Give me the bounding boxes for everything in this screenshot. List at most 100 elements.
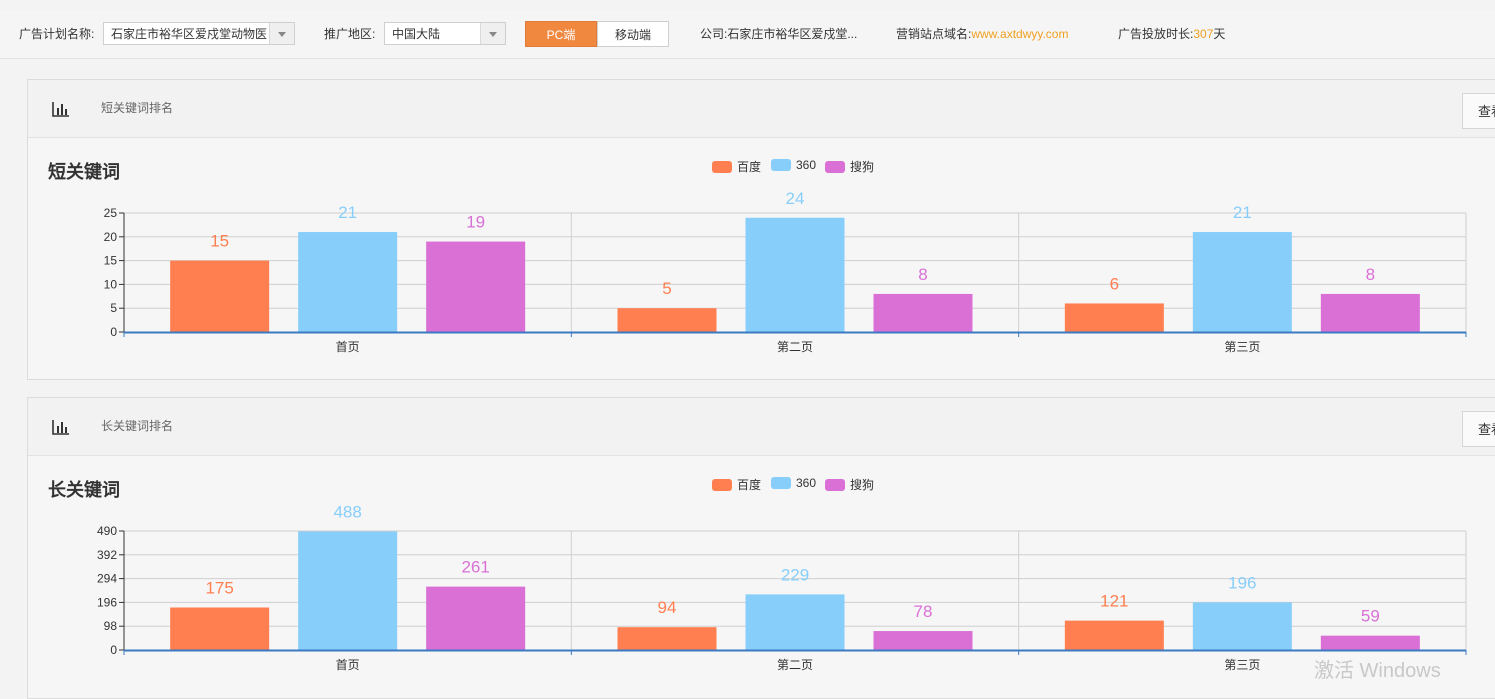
- data-label: 488: [333, 502, 361, 521]
- view-details-button[interactable]: 查看明细: [1462, 93, 1495, 129]
- duration-info: 广告投放时长:307天: [1118, 10, 1225, 58]
- bar: [617, 627, 717, 650]
- tab-pc[interactable]: PC端: [525, 21, 597, 47]
- legend-label: 360: [796, 476, 817, 490]
- plan-label: 广告计划名称:: [19, 27, 95, 41]
- bar: [298, 531, 398, 650]
- panel-subtitle: 长关键词排名: [101, 419, 174, 433]
- x-tick-label: 第二页: [777, 340, 813, 354]
- legend-item-sogou[interactable]: 搜狗: [825, 476, 874, 493]
- data-label: 24: [786, 189, 805, 208]
- legend-swatch: [712, 479, 732, 491]
- x-tick-label: 第二页: [777, 658, 813, 672]
- y-tick-label: 25: [104, 206, 118, 220]
- data-label: 6: [1110, 274, 1119, 293]
- legend-swatch: [771, 159, 791, 171]
- x-tick-label: 首页: [336, 658, 360, 672]
- domain-label: 营销站点域名:: [896, 27, 972, 41]
- data-label: 21: [1233, 203, 1252, 222]
- data-label: 5: [662, 279, 671, 298]
- y-tick-label: 0: [110, 643, 117, 657]
- short-keyword-panel: 短关键词排名 查看明细 短关键词 百度 360 搜狗 0 5 10 15 20 25 15 2…: [27, 79, 1495, 380]
- data-label: 15: [210, 232, 229, 251]
- plan-select-value: 石家庄市裕华区爱戍堂动物医: [111, 27, 268, 41]
- bar: [617, 308, 717, 332]
- long-keyword-chart: 0 98 196 294 392 490 175 488 261 首页 94 229 78 第二页 121 1…: [97, 502, 1467, 672]
- legend-item-baidu[interactable]: 百度: [712, 158, 761, 175]
- domain-link[interactable]: www.axtdwyy.com: [971, 27, 1069, 41]
- plan-select[interactable]: 石家庄市裕华区爱戍堂动物医: [103, 22, 295, 45]
- y-tick-label: 0: [110, 325, 117, 339]
- bar: [426, 586, 526, 650]
- y-tick-label: 294: [97, 572, 117, 586]
- windows-activation-watermark: 激活 Windows: [1314, 660, 1441, 682]
- bar-chart-icon: [52, 420, 69, 435]
- data-label: 94: [658, 598, 677, 617]
- legend-item-360[interactable]: 360: [771, 158, 816, 172]
- bar: [298, 232, 398, 332]
- x-tick-label: 首页: [336, 340, 360, 354]
- legend-label: 搜狗: [850, 160, 875, 174]
- x-tick-label: 第三页: [1224, 658, 1260, 672]
- x-tick-label: 第三页: [1224, 340, 1260, 354]
- bar: [1320, 635, 1420, 650]
- data-label: 78: [914, 602, 933, 621]
- chevron-down-icon[interactable]: [269, 23, 294, 44]
- data-label: 196: [1228, 573, 1256, 592]
- y-tick-label: 98: [104, 619, 118, 633]
- duration-label: 广告投放时长:: [1118, 27, 1194, 41]
- legend-label: 百度: [737, 160, 762, 174]
- bar: [1192, 602, 1292, 650]
- legend-item-360[interactable]: 360: [771, 476, 816, 490]
- chart-title: 短关键词: [48, 162, 120, 182]
- duration-unit: 天: [1213, 27, 1226, 41]
- y-tick-label: 5: [110, 301, 117, 315]
- legend-label: 百度: [737, 478, 762, 492]
- data-label: 261: [461, 558, 489, 577]
- company-info: 公司:石家庄市裕华区爱戍堂...: [700, 10, 857, 58]
- view-details-button[interactable]: 查看明细: [1462, 411, 1495, 447]
- data-label: 175: [205, 579, 233, 598]
- panel-header: 长关键词排名 查看明细: [28, 398, 1495, 456]
- y-tick-label: 20: [104, 230, 118, 244]
- data-label: 21: [338, 203, 357, 222]
- bar: [745, 217, 845, 332]
- y-tick-label: 196: [97, 595, 117, 609]
- bar: [170, 607, 270, 650]
- y-tick-label: 490: [97, 524, 117, 538]
- legend-label: 360: [796, 158, 817, 172]
- legend-label: 搜狗: [850, 478, 875, 492]
- data-label: 59: [1361, 607, 1380, 626]
- data-label: 8: [918, 265, 927, 284]
- bar: [1064, 620, 1164, 650]
- company-label: 公司:: [700, 27, 728, 41]
- legend-item-sogou[interactable]: 搜狗: [825, 158, 874, 175]
- y-tick-label: 392: [97, 548, 117, 562]
- legend-swatch: [825, 161, 845, 173]
- region-select[interactable]: 中国大陆: [384, 22, 506, 45]
- panel-header: 短关键词排名 查看明细: [28, 80, 1495, 138]
- bar: [170, 260, 270, 332]
- chart-title: 长关键词: [48, 480, 120, 500]
- y-tick-label: 15: [104, 254, 118, 268]
- legend-item-baidu[interactable]: 百度: [712, 476, 761, 493]
- bar: [1064, 303, 1164, 332]
- legend-swatch: [771, 477, 791, 489]
- data-label: 121: [1100, 592, 1128, 611]
- bar: [426, 241, 526, 332]
- bar: [873, 293, 973, 332]
- data-label: 229: [781, 565, 809, 584]
- y-tick-label: 10: [104, 277, 118, 291]
- panel-subtitle: 短关键词排名: [101, 101, 174, 115]
- chevron-down-icon[interactable]: [480, 23, 505, 44]
- long-keyword-panel: 长关键词排名 查看明细 长关键词 百度 360 搜狗 0 98 196 294 392 4…: [27, 397, 1495, 699]
- bar: [873, 631, 973, 650]
- data-label: 8: [1366, 265, 1375, 284]
- bar: [1192, 232, 1292, 332]
- bar: [745, 594, 845, 650]
- tab-mobile[interactable]: 移动端: [597, 21, 669, 47]
- top-filter-bar: 广告计划名称: 石家庄市裕华区爱戍堂动物医 推广地区: 中国大陆 PC端 移动端…: [0, 10, 1495, 59]
- region-select-value: 中国大陆: [392, 27, 441, 41]
- short-keyword-chart: 0 5 10 15 20 25 15 21 19 首页 5 24 8 第二页 6 21 8 第三页: [104, 189, 1467, 354]
- duration-value: 307: [1193, 27, 1214, 41]
